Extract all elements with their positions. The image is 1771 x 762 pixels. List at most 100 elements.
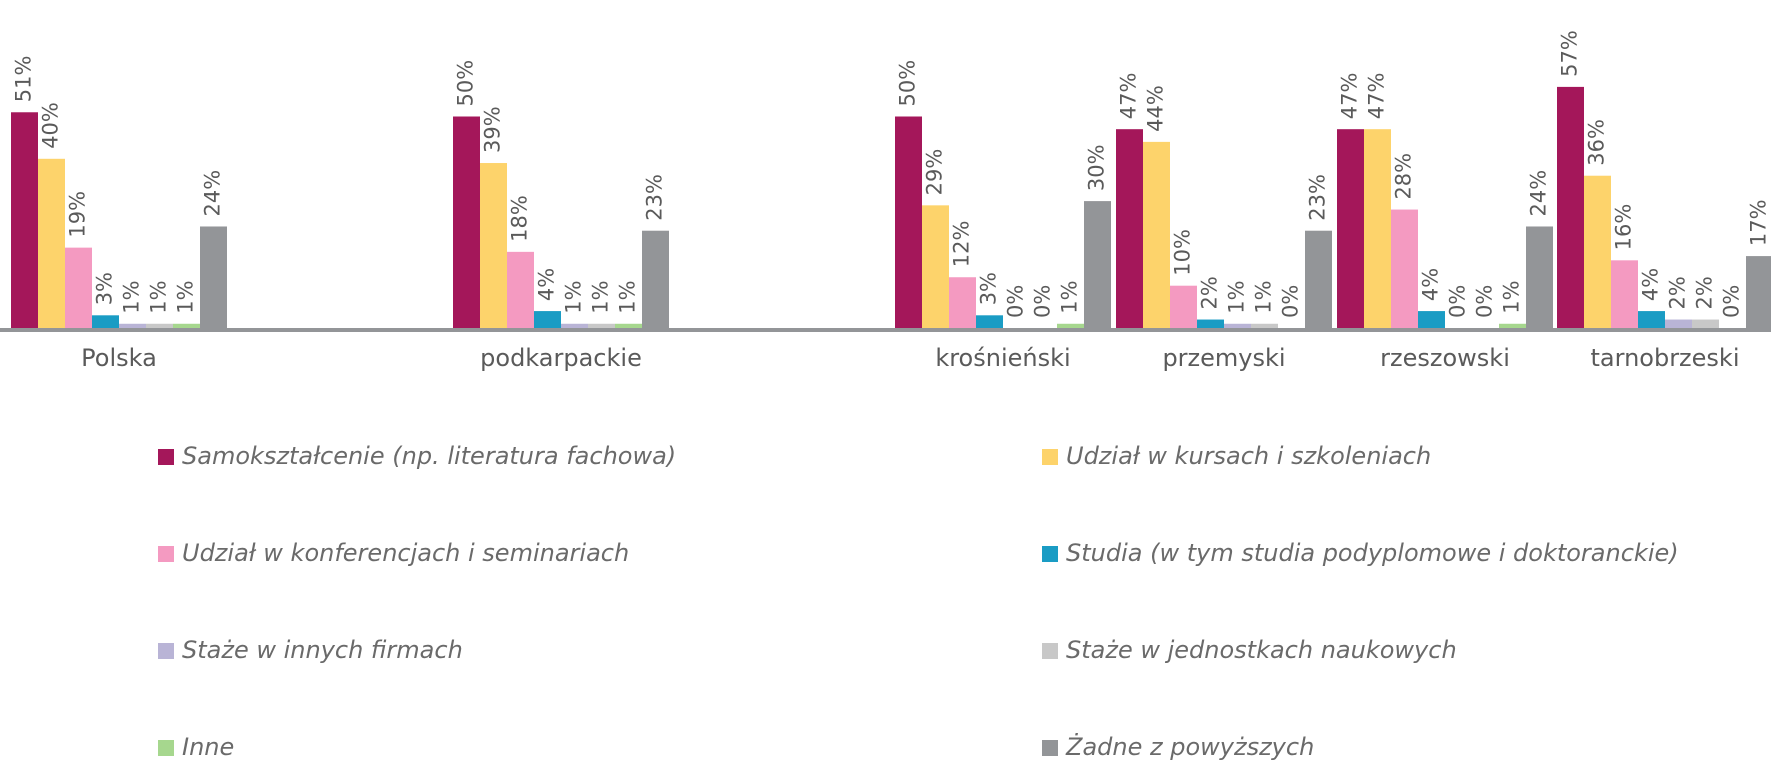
value-label: 0%: [1446, 285, 1470, 318]
legend-label: Inne: [182, 733, 234, 761]
value-label: 1%: [616, 280, 640, 313]
value-label: 50%: [454, 60, 478, 107]
bar: [1224, 323, 1251, 328]
value-label: 3%: [977, 272, 1001, 305]
bar: [1584, 175, 1611, 328]
bar: [588, 323, 615, 328]
bar: [1499, 323, 1526, 328]
bar: [1391, 209, 1418, 328]
bar: [1084, 201, 1111, 328]
bar: [173, 323, 200, 328]
bar: [534, 311, 561, 328]
value-label: 28%: [1392, 153, 1416, 200]
bar: [1364, 129, 1391, 328]
bar: [1197, 319, 1224, 328]
bar: [119, 323, 146, 328]
bar: [976, 315, 1003, 328]
value-label: 2%: [1198, 276, 1222, 309]
legend-swatch: [1042, 546, 1058, 562]
bar: [1251, 323, 1278, 328]
bar: [1526, 226, 1553, 328]
x-tick-label: Polska: [81, 344, 157, 372]
x-tick-label: podkarpackie: [480, 344, 642, 372]
bar: [1337, 129, 1364, 328]
legend-label: Staże w innych firmach: [182, 636, 463, 664]
legend-swatch: [158, 449, 174, 465]
value-label: 1%: [1058, 280, 1082, 313]
value-label: 16%: [1612, 204, 1636, 251]
value-label: 47%: [1365, 73, 1389, 120]
value-label: 50%: [896, 60, 920, 107]
bar: [1116, 129, 1143, 328]
value-label: 51%: [12, 56, 36, 103]
value-label: 1%: [120, 280, 144, 313]
value-label: 12%: [950, 221, 974, 268]
legend-swatch: [158, 740, 174, 756]
value-label: 4%: [1419, 268, 1443, 301]
legend-swatch: [1042, 449, 1058, 465]
value-label: 4%: [1639, 268, 1663, 301]
bar: [895, 116, 922, 328]
value-label: 30%: [1085, 144, 1109, 191]
bar: [922, 205, 949, 328]
legend-label: Udział w konferencjach i seminariach: [182, 539, 629, 567]
value-label: 44%: [1144, 85, 1168, 132]
value-label: 24%: [1527, 170, 1551, 217]
legend-label: Studia (w tym studia podyplomowe i dokto…: [1066, 539, 1679, 567]
bar: [561, 323, 588, 328]
value-label: 36%: [1585, 119, 1609, 166]
legend-label: Żadne z powyższych: [1065, 732, 1314, 761]
value-label: 10%: [1171, 229, 1195, 276]
x-tick-label: przemyski: [1162, 344, 1285, 372]
bar: [480, 163, 507, 328]
legend-swatch: [1042, 740, 1058, 756]
bar: [615, 323, 642, 328]
bar: [453, 116, 480, 328]
value-label: 23%: [1306, 174, 1330, 221]
bar: [146, 323, 173, 328]
value-label: 0%: [1031, 285, 1055, 318]
bar: [38, 158, 65, 328]
value-label: 0%: [1279, 285, 1303, 318]
value-label: 39%: [481, 106, 505, 153]
bar: [1057, 323, 1084, 328]
value-label: 29%: [923, 149, 947, 196]
value-label: 57%: [1558, 30, 1582, 77]
value-label: 17%: [1747, 199, 1771, 246]
value-label: 1%: [1252, 280, 1276, 313]
bar: [1665, 319, 1692, 328]
value-label: 47%: [1338, 73, 1362, 120]
bar: [507, 251, 534, 328]
bar: [1305, 230, 1332, 328]
value-label: 1%: [1500, 280, 1524, 313]
value-label: 0%: [1473, 285, 1497, 318]
bar: [1692, 319, 1719, 328]
value-label: 19%: [66, 191, 90, 238]
value-label: 0%: [1720, 285, 1744, 318]
value-label: 23%: [643, 174, 667, 221]
bar: [92, 315, 119, 328]
bar: [1638, 311, 1665, 328]
bar: [65, 247, 92, 328]
value-label: 47%: [1117, 73, 1141, 120]
legend-label: Udział w kursach i szkoleniach: [1066, 442, 1431, 470]
value-label: 1%: [1225, 280, 1249, 313]
value-label: 2%: [1666, 276, 1690, 309]
bar: [949, 277, 976, 328]
bar: [1557, 86, 1584, 328]
bar: [1170, 285, 1197, 328]
legend-label: Samokształcenie (np. literatura fachowa): [182, 442, 676, 470]
bar: [11, 112, 38, 329]
bar: [642, 230, 669, 328]
value-label: 18%: [508, 195, 532, 242]
value-label: 1%: [147, 280, 171, 313]
value-label: 40%: [39, 102, 63, 149]
legend-swatch: [158, 643, 174, 659]
bar: [1143, 141, 1170, 328]
value-label: 24%: [201, 170, 225, 217]
value-label: 1%: [174, 280, 198, 313]
legend-label: Staże w jednostkach naukowych: [1066, 636, 1457, 664]
value-label: 1%: [562, 280, 586, 313]
value-label: 2%: [1693, 276, 1717, 309]
